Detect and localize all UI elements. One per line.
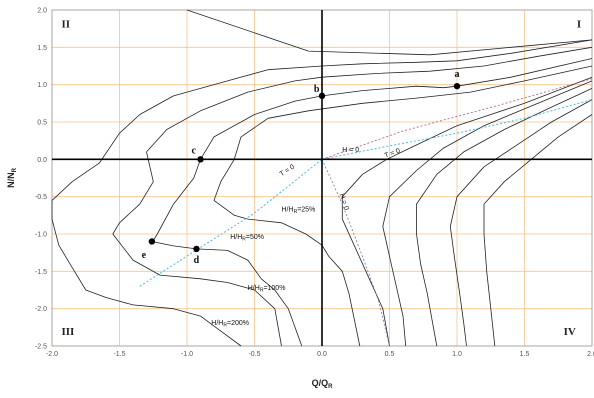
annotation-suffix: =50% [246,234,264,241]
y-tick-label: 1.5 [37,45,47,52]
x-tick-label: -1.5 [113,351,125,358]
x-tick-label: 0.0 [317,351,327,358]
operating-point-label: a [455,69,460,80]
x-axis-title: Q/QR [312,378,334,390]
series-line-19 [321,78,593,160]
series-line-15 [416,88,593,347]
x-axis-title-subscript: R [328,384,333,390]
y-tick-label: 0.0 [37,157,47,164]
series-line-18 [139,99,593,287]
curve-annotation: H = 0 [342,147,359,154]
annotation-suffix: =100% [263,285,285,292]
series-line-3 [196,248,303,347]
operating-points: a b c d e [142,69,461,266]
quadrant-label: I [577,18,581,30]
operating-point-label: c [192,145,197,156]
series-line-0 [186,9,593,56]
series-line-20 [321,159,390,347]
x-tick-label: -2.0 [46,351,58,358]
operating-point-b [318,92,326,100]
y-tick-label: -1.5 [35,269,47,276]
annotation-text: H/H [211,320,223,327]
y-tick-label: 1.0 [37,82,47,89]
axes [52,10,592,346]
curve-annotation: H/HR=25% [282,207,316,216]
x-tick-label: 2.0 [587,351,594,358]
series-line-16 [449,99,593,347]
annotation-suffix: =25% [297,207,315,214]
y-tick-label: -2.0 [35,306,47,313]
operating-point-label: d [194,255,200,266]
series-line-4 [240,65,593,138]
x-tick-label: -0.5 [248,351,260,358]
series-line-14 [382,80,593,347]
annotation-text: H/H [248,285,260,292]
x-tick-label: 1.5 [520,351,530,358]
y-axis-title-subscript: R [12,167,18,172]
operating-point-e [148,238,156,245]
series-line-8 [112,151,154,235]
annotation-subscript: R [223,323,227,329]
y-axis-title-main: N/N [6,172,16,188]
operating-point-a [453,82,461,90]
curve-annotation: H/HR=50% [230,234,264,243]
y-axis-title: N/NR [6,167,18,188]
annotation-text: H = 0 [338,193,350,211]
series-line-13 [341,76,593,347]
series-line-6 [247,218,361,347]
series-line-11 [51,200,134,306]
annotation-text: H/H [230,234,242,241]
characteristic-curves [51,9,593,347]
curve-annotation: H/HR=100% [248,285,286,294]
x-tick-label: 0.5 [385,351,395,358]
operating-point-c [197,156,204,163]
y-tick-label: -1.0 [35,232,47,239]
y-tick-label: 0.5 [37,120,47,127]
tick-labels: -2.0 -1.5 -1.0 -0.5 0.0 0.5 1.0 1.5 2.0 2.0 1.5 1.0… [35,8,594,359]
series-line-12 [132,304,242,347]
x-tick-label: 1.0 [452,351,462,358]
quadrant-label: IV [564,326,576,338]
x-axis-title-main: Q/Q [312,378,329,388]
operating-point-d [193,245,200,253]
series-line-2 [151,241,197,250]
annotation-suffix: =200% [227,320,249,327]
y-tick-label: -2.5 [35,344,47,351]
series-line-5 [213,136,248,220]
y-tick-label: 2.0 [37,8,47,15]
series-line-1 [151,58,593,244]
annotation-subscript: R [242,237,246,243]
annotation-subscript: R [260,288,264,294]
quadrant-label: III [61,326,74,338]
annotation-text: H/H [282,207,294,214]
series-line-17 [483,114,593,347]
series-line-9 [112,233,282,347]
curve-annotation: H = 0 [338,193,350,211]
annotation-subscript: R [294,209,298,215]
x-tick-label: -1.0 [181,351,193,358]
quadrant-label: II [61,18,70,30]
operating-point-label: e [142,250,147,261]
series-line-10 [51,39,593,201]
y-tick-label: -0.5 [35,194,47,201]
curve-annotation: H/HR=200% [211,320,249,329]
operating-point-label: b [314,84,320,95]
annotation-text: H = 0 [342,147,359,154]
